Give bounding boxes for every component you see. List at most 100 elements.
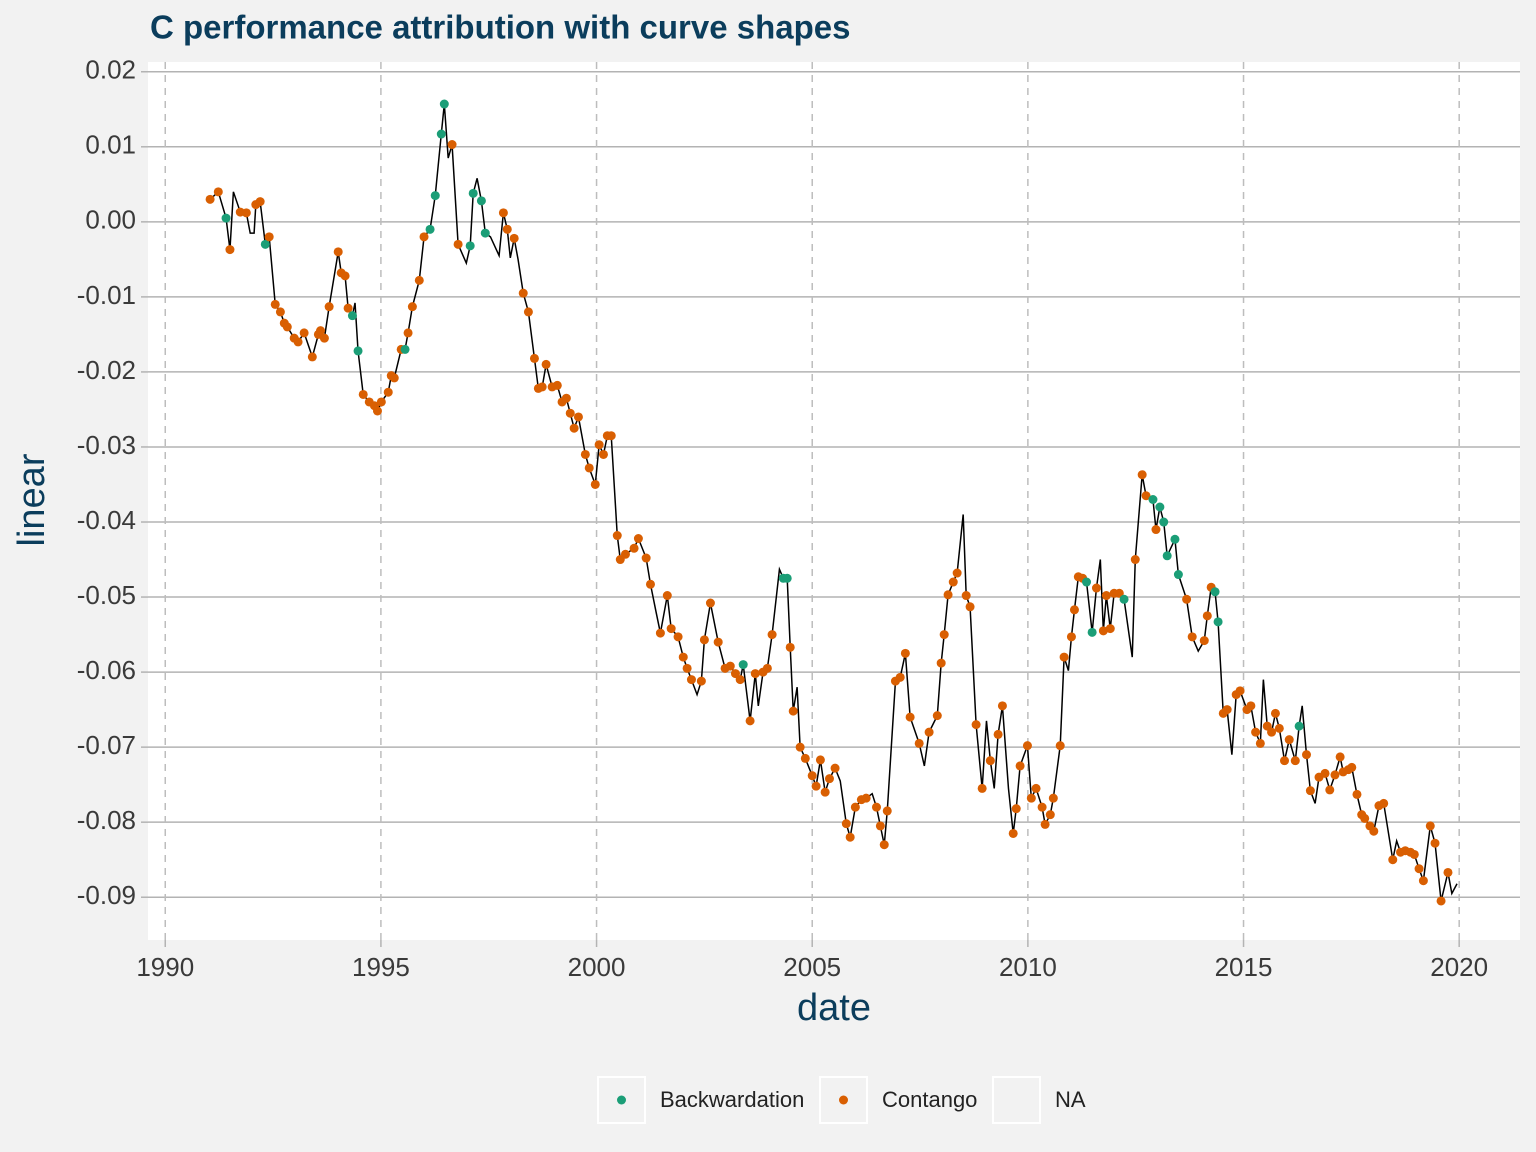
point (879, 840, 889, 850)
point (1045, 810, 1055, 820)
point (620, 549, 630, 559)
point (255, 197, 265, 207)
point (419, 232, 429, 242)
point (465, 241, 475, 251)
point (537, 382, 547, 392)
point (807, 771, 817, 781)
point (971, 720, 981, 730)
point (319, 333, 329, 343)
line (209, 103, 1458, 902)
y-tick-label: -0.02 (77, 355, 136, 385)
point (745, 716, 755, 726)
point (686, 675, 696, 685)
point (1294, 721, 1304, 731)
point (1151, 525, 1161, 535)
point (1443, 867, 1453, 877)
point (641, 553, 651, 563)
point (861, 793, 871, 803)
point (1270, 708, 1280, 718)
point (389, 373, 399, 383)
y-tick-label: -0.09 (77, 880, 136, 910)
point (1347, 762, 1357, 772)
point (997, 701, 1007, 711)
point (447, 140, 457, 150)
point (407, 302, 417, 312)
point (205, 194, 215, 204)
point (662, 591, 672, 601)
point (924, 727, 934, 737)
point (655, 628, 665, 638)
point (316, 326, 326, 336)
point (943, 590, 953, 600)
marks (205, 99, 1458, 906)
point (414, 275, 424, 285)
point (795, 742, 805, 752)
point (952, 568, 962, 578)
point (1274, 723, 1284, 733)
point (1409, 849, 1419, 859)
y-tick-label: -0.07 (77, 730, 136, 760)
point (1320, 768, 1330, 778)
x-tick-label: 2015 (1215, 952, 1273, 982)
point (1280, 756, 1290, 766)
point (1031, 783, 1041, 793)
point (645, 579, 655, 589)
point (509, 233, 519, 243)
legend-label: Backwardation (660, 1087, 804, 1112)
point (1222, 705, 1232, 715)
plot-panel (148, 62, 1520, 940)
point (225, 245, 235, 255)
point (400, 344, 410, 354)
point (841, 819, 851, 829)
point (612, 531, 622, 541)
point (425, 224, 435, 234)
point (1379, 798, 1389, 808)
legend-key (992, 1076, 1041, 1124)
grid: 0.02 0.01 0.00 -0.01 -0.02 -0.03 -0.04 -0.05 -0.… (77, 55, 1520, 982)
point (453, 239, 463, 249)
point (1352, 789, 1362, 799)
y-tick-label: 0.02 (85, 55, 136, 85)
point (372, 406, 382, 416)
point (1251, 727, 1261, 737)
point (1026, 793, 1036, 803)
point (561, 393, 571, 403)
y-axis-title: linear (11, 453, 53, 546)
y-tick-label: -0.06 (77, 655, 136, 685)
point (580, 449, 590, 459)
point (735, 675, 745, 685)
point (738, 660, 748, 670)
point (1011, 804, 1021, 814)
point (730, 669, 740, 679)
point (1335, 752, 1345, 762)
point (299, 328, 309, 338)
point (430, 191, 440, 201)
point (1059, 652, 1069, 662)
x-tick-label: 1995 (352, 952, 410, 982)
point (965, 602, 975, 612)
point (282, 322, 292, 332)
point (1430, 838, 1440, 848)
point (900, 648, 910, 658)
point (1255, 738, 1265, 748)
point (666, 624, 676, 634)
y-tick-label: -0.04 (77, 505, 136, 535)
point (811, 781, 821, 791)
point (1101, 591, 1111, 601)
point (882, 806, 892, 816)
point (1290, 756, 1300, 766)
chart-title: C performance attribution with curve sha… (150, 9, 850, 46)
point (1037, 802, 1047, 812)
point (1098, 626, 1108, 636)
point (1418, 876, 1428, 886)
point (1008, 828, 1018, 838)
point (1325, 785, 1335, 795)
point (1069, 605, 1079, 615)
point (1235, 686, 1245, 696)
point (815, 755, 825, 765)
point (905, 712, 915, 722)
point (1162, 551, 1172, 561)
point (1170, 534, 1180, 544)
point (376, 397, 386, 407)
